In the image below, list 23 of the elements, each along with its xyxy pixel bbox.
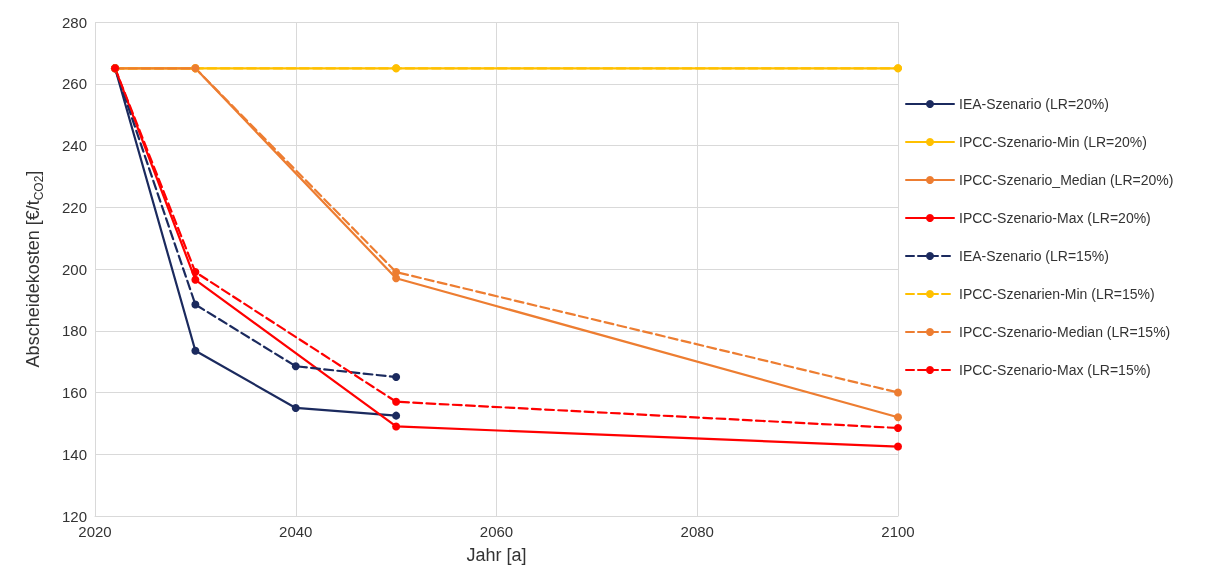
- y-tick-label: 280: [61, 13, 87, 31]
- y-tick-label: 120: [61, 507, 87, 525]
- y-tick-label: 260: [61, 75, 87, 93]
- x-tick-label: 2020: [78, 523, 112, 540]
- legend-label: IPCC-Szenarien-Min (LR=15%): [959, 286, 1155, 302]
- legend-label: IPCC-Szenario-Median (LR=15%): [959, 324, 1171, 340]
- legend-label: IPCC-Szenario-Min (LR=20%): [959, 134, 1147, 150]
- legend-label: IEA-Szenario (LR=20%): [959, 96, 1109, 112]
- legend-label: IPCC-Szenario-Max (LR=20%): [959, 210, 1151, 226]
- x-tick-label: 2040: [279, 523, 313, 540]
- x-axis-title: Jahr [a]: [466, 545, 527, 565]
- y-tick-label: 200: [61, 260, 87, 278]
- legend-label: IPCC-Szenario_Median (LR=20%): [959, 172, 1174, 188]
- y-tick-label: 220: [61, 198, 87, 216]
- y-tick-label: 140: [61, 445, 87, 463]
- legend-label: IPCC-Szenario-Max (LR=15%): [959, 362, 1151, 378]
- x-tick-label: 2100: [881, 523, 915, 540]
- y-tick-label: 160: [61, 384, 87, 401]
- y-tick-label: 240: [61, 137, 87, 154]
- x-tick-label: 2060: [479, 523, 514, 540]
- x-tick-label: 2080: [680, 523, 714, 540]
- legend-label: IEA-Szenario (LR=15%): [959, 248, 1109, 264]
- y-tick-label: 180: [61, 322, 87, 340]
